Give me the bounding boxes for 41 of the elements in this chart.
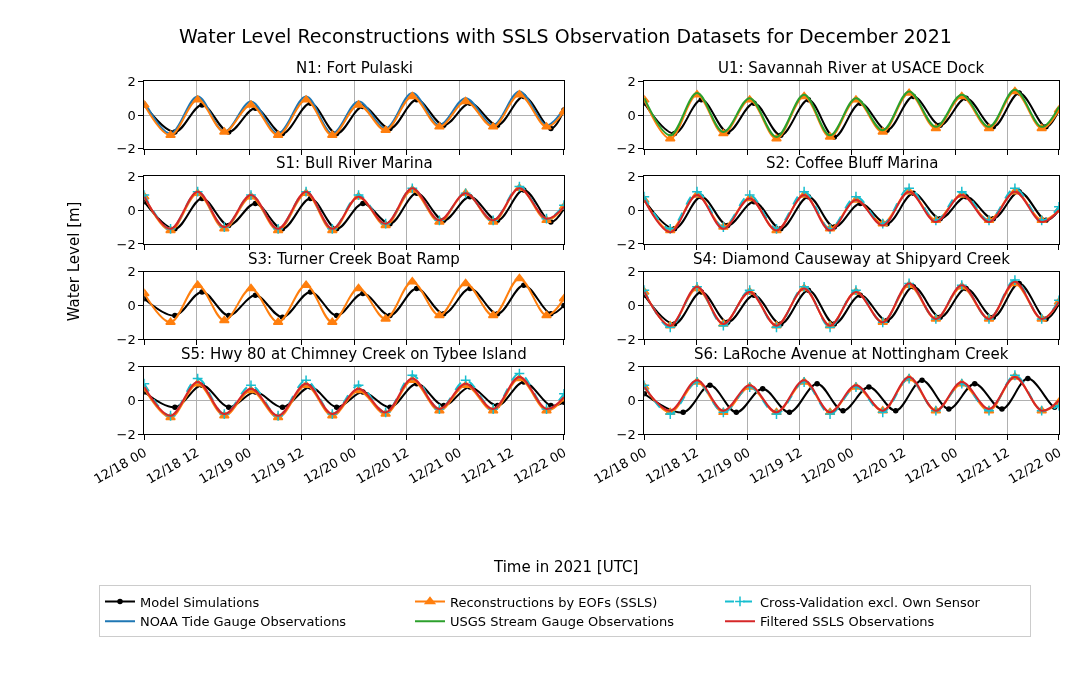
y-tick-label: 2	[627, 264, 636, 280]
y-tick-label: 0	[127, 393, 136, 409]
y-tick-label: 0	[127, 202, 136, 218]
y-tick-label: 0	[627, 107, 636, 123]
y-tick-label: −2	[116, 331, 136, 347]
legend-label: Cross-Validation excl. Own Sensor	[760, 594, 981, 610]
y-tick-label: −2	[616, 426, 636, 442]
y-tick-label: −2	[616, 236, 636, 252]
chart-title: S5: Hwy 80 at Chimney Creek on Tybee Island	[181, 345, 527, 363]
y-tick-label: −2	[116, 236, 136, 252]
y-tick-label: 2	[627, 169, 636, 185]
y-tick-label: 0	[627, 202, 636, 218]
y-tick-label: 0	[127, 107, 136, 123]
y-tick-label: −2	[116, 426, 136, 442]
y-tick-label: 2	[127, 264, 136, 280]
chart-title: N1: Fort Pulaski	[296, 59, 413, 77]
legend-label: NOAA Tide Gauge Observations	[140, 614, 347, 630]
y-tick-label: −2	[116, 141, 136, 157]
y-tick-label: −2	[616, 141, 636, 157]
chart-title: S4: Diamond Causeway at Shipyard Creek	[693, 250, 1011, 268]
legend-label: USGS Stream Gauge Observations	[450, 614, 675, 630]
chart-title: S1: Bull River Marina	[276, 154, 433, 172]
y-tick-label: 0	[627, 297, 636, 313]
y-tick-label: −2	[616, 331, 636, 347]
y-tick-label: 2	[127, 73, 136, 89]
y-tick-label: 2	[627, 73, 636, 89]
text: Water Level Reconstructions with SSLS Observation Datasets for December 2021	[179, 25, 952, 47]
chart-title: S3: Turner Creek Boat Ramp	[248, 250, 460, 268]
chart-title: S6: LaRoche Avenue at Nottingham Creek	[694, 345, 1009, 363]
y-tick-label: 0	[627, 393, 636, 409]
x-axis-title: Time in 2021 [UTC]	[493, 558, 639, 576]
legend-label: Model Simulations	[140, 594, 260, 610]
y-tick-label: 2	[627, 359, 636, 375]
y-axis-title: Water Level [m]	[64, 201, 83, 322]
legend-label: Filtered SSLS Observations	[760, 614, 935, 630]
y-tick-label: 0	[127, 297, 136, 313]
legend-label: Reconstructions by EOFs (SSLS)	[450, 594, 658, 610]
y-tick-label: 2	[127, 359, 136, 375]
chart-title: U1: Savannah River at USACE Dock	[718, 59, 985, 77]
chart-title: S2: Coffee Bluff Marina	[766, 154, 939, 172]
y-tick-label: 2	[127, 169, 136, 185]
